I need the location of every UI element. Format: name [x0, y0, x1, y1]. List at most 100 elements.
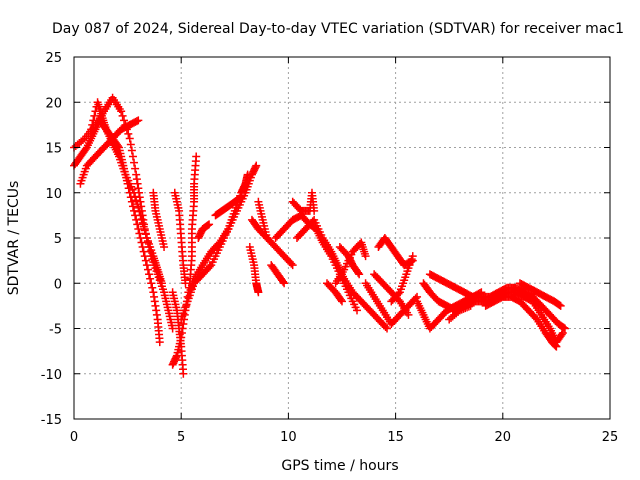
data-point-marker: [134, 203, 143, 212]
data-point-marker: [131, 164, 140, 173]
data-point-marker: [120, 116, 129, 125]
data-point-marker: [288, 261, 297, 270]
data-point-marker: [559, 323, 568, 332]
data-point-marker: [131, 192, 140, 201]
data-point-marker: [179, 369, 188, 378]
data-point-marker: [117, 107, 126, 116]
data-point-marker: [141, 256, 150, 265]
data-point-marker: [353, 306, 362, 315]
data-point-marker: [126, 140, 135, 149]
data-point-marker: [466, 301, 475, 310]
data-point-marker: [130, 188, 139, 197]
series-sat-track-8: [170, 188, 190, 288]
series-sat-track-11: [194, 220, 214, 242]
series-sat-track-13: [245, 243, 263, 297]
data-point-marker: [134, 116, 143, 125]
data-point-marker: [155, 338, 164, 347]
y-tick-label: 25: [45, 51, 62, 66]
series-sat-track-16: [267, 261, 289, 288]
series-sat-track-31: [515, 279, 565, 310]
chart-title: Day 087 of 2024, Sidereal Day-to-day VTE…: [52, 21, 624, 37]
series-sat-track-15: [254, 197, 271, 242]
data-point-marker: [140, 226, 149, 235]
data-point-marker: [146, 274, 155, 283]
data-point-marker: [160, 243, 169, 252]
data-point-marker: [464, 302, 473, 311]
series-sat-track-29: [425, 270, 569, 333]
data-point-marker: [89, 116, 98, 125]
data-point-marker: [404, 310, 413, 319]
series-sat-track-7: [168, 288, 188, 378]
data-point-marker: [148, 283, 157, 292]
data-point-marker: [555, 301, 564, 310]
data-point-marker: [145, 270, 154, 279]
data-point-marker: [135, 207, 144, 216]
data-point-marker: [90, 111, 99, 120]
grid-layer: [74, 57, 610, 419]
data-point-marker: [139, 222, 148, 231]
axis-ticks: 0 5 10 15 20 25 -15 -10 -5 0 5 10 15 20 25: [41, 51, 619, 445]
data-point-marker: [236, 194, 245, 203]
series-sat-track-19: [292, 215, 392, 333]
data-point-marker: [126, 193, 135, 202]
data-point-marker: [361, 252, 370, 261]
data-point-marker: [127, 197, 136, 206]
data-point-marker: [141, 230, 150, 239]
data-point-marker: [136, 211, 145, 220]
series-sat-track-10: [177, 170, 252, 324]
series-sat-track-4: [87, 98, 166, 288]
data-markers-layer: [70, 93, 569, 378]
data-point-marker: [88, 120, 97, 129]
data-point-marker: [461, 304, 470, 313]
x-tick-label: 10: [280, 430, 297, 445]
data-point-marker: [78, 135, 87, 144]
data-point-marker: [143, 265, 152, 274]
y-tick-label: 15: [45, 142, 62, 157]
data-point-marker: [455, 306, 464, 315]
data-point-marker: [128, 202, 137, 211]
data-point-marker: [310, 206, 319, 215]
data-point-marker: [556, 301, 565, 310]
y-tick-label: 10: [45, 187, 62, 202]
series-sat-track-32: [445, 301, 475, 324]
data-point-marker: [262, 234, 271, 242]
data-point-marker: [280, 279, 289, 288]
data-point-marker: [181, 279, 190, 288]
data-point-marker: [147, 279, 156, 288]
data-point-marker: [130, 206, 139, 215]
x-tick-label: 15: [387, 430, 404, 445]
data-point-marker: [137, 215, 146, 224]
x-tick-label: 5: [177, 430, 185, 445]
data-point-marker: [132, 117, 141, 126]
y-tick-label: -5: [49, 323, 62, 338]
data-point-marker: [157, 279, 166, 288]
data-point-marker: [338, 297, 346, 306]
data-point-marker: [383, 324, 392, 333]
y-tick-label: 0: [54, 277, 62, 292]
data-point-marker: [124, 129, 133, 138]
series-sat-track-30: [481, 292, 561, 351]
data-point-marker: [128, 152, 137, 161]
data-point-marker: [381, 322, 390, 331]
data-point-marker: [408, 252, 417, 261]
data-point-marker: [205, 262, 214, 271]
data-point-marker: [254, 288, 263, 297]
data-point-marker: [463, 303, 472, 312]
data-point-marker: [237, 193, 246, 202]
y-tick-label: 20: [45, 96, 62, 111]
data-point-marker: [459, 304, 468, 313]
data-point-marker: [205, 220, 214, 229]
data-point-marker: [279, 277, 288, 286]
data-point-marker: [132, 215, 141, 224]
series-sat-track-22: [331, 238, 370, 288]
x-axis-label: GPS time / hours: [281, 458, 398, 474]
data-point-marker: [557, 330, 566, 339]
data-point-marker: [394, 289, 403, 298]
data-point-marker: [133, 200, 142, 209]
series-sat-track-12: [211, 193, 246, 220]
data-point-marker: [243, 170, 252, 179]
data-point-marker: [142, 261, 151, 270]
y-tick-label: -10: [41, 368, 62, 383]
series-sat-track-25: [374, 234, 417, 270]
